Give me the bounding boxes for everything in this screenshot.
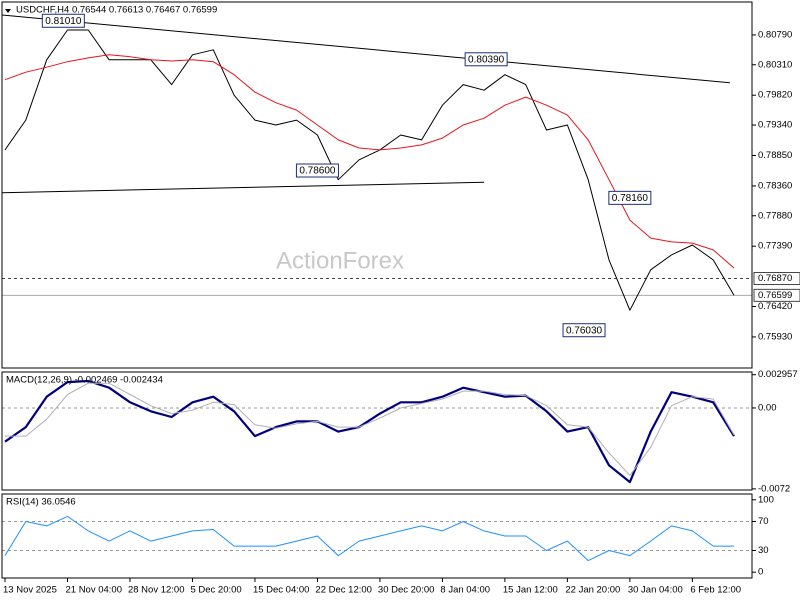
- x-tick-label: 22 Jan 20:00: [565, 585, 620, 596]
- panel-frame: [1, 493, 753, 579]
- panel: [2, 379, 752, 484]
- annotation-box: [464, 52, 508, 67]
- price-label-box: [753, 272, 800, 286]
- y-tick-label: -0.0072: [758, 483, 790, 494]
- x-tick-label: 8 Jan 04:00: [440, 585, 490, 596]
- y-tick-label: 100: [758, 494, 774, 505]
- annotation-box: [295, 163, 339, 178]
- y-tick-label: 0.80790: [758, 29, 792, 40]
- x-tick-label: 15 Dec 04:00: [253, 585, 310, 596]
- x-tick-label: 13 Nov 2025: [3, 585, 57, 596]
- annotation-box: [562, 323, 606, 338]
- annotation: 0.81010: [45, 16, 82, 27]
- y-tick-label: 0.80310: [758, 59, 792, 70]
- panel-frame: [1, 371, 753, 491]
- price-label: 0.76870: [758, 273, 792, 284]
- series-line: [4, 515, 734, 562]
- y-tick-label: 0.79820: [758, 90, 792, 101]
- y-tick-label: 0.77880: [758, 210, 792, 221]
- y-tick-label: 0.76420: [758, 301, 792, 312]
- panel: [2, 14, 752, 311]
- annotation-box: [41, 13, 85, 28]
- x-tick-label: 6 Feb 12:00: [690, 585, 741, 596]
- y-tick-label: 0.00: [758, 402, 777, 413]
- series-line: [4, 54, 735, 269]
- series-line: [4, 29, 735, 311]
- y-tick-label: 0.78850: [758, 150, 792, 161]
- annotation-box: [608, 190, 652, 205]
- annotation: 0.78160: [612, 193, 649, 204]
- panel-frame: [1, 1, 753, 369]
- series-line: [5, 382, 735, 476]
- annotation: 0.78600: [299, 166, 336, 177]
- trendline: [2, 14, 730, 84]
- trendline: [2, 181, 485, 194]
- panel-title: RSI(14) 36.0546: [6, 497, 76, 508]
- x-tick-label: 15 Jan 12:00: [503, 585, 558, 596]
- panel-title: MACD(12,26,9) -0.002469 -0.002434: [6, 375, 163, 386]
- x-tick-label: 28 Nov 12:00: [128, 585, 185, 596]
- y-tick-label: 0.77390: [758, 241, 792, 252]
- y-tick-label: 30: [758, 545, 769, 556]
- x-tick-label: 22 Dec 12:00: [315, 585, 372, 596]
- x-tick-label: 30 Dec 20:00: [378, 585, 435, 596]
- y-tick-label: 0.75930: [758, 331, 792, 342]
- watermark: ActionForex: [276, 247, 404, 274]
- panel: [2, 515, 752, 562]
- y-tick-label: 0: [758, 567, 763, 578]
- x-tick-label: 21 Nov 04:00: [65, 585, 122, 596]
- series-line: [4, 379, 735, 484]
- x-tick-label: 30 Jan 04:00: [628, 585, 683, 596]
- price-label-box: [753, 288, 800, 302]
- annotation: 0.80390: [468, 54, 505, 65]
- menu-triangle: [5, 9, 11, 13]
- x-tick-label: 5 Dec 20:00: [190, 585, 241, 596]
- y-tick-label: 0.78360: [758, 180, 792, 191]
- panel-title: USDCHF,H4 0.76544 0.76613 0.76467 0.7659…: [16, 5, 217, 16]
- price-label: 0.76599: [758, 290, 792, 301]
- y-tick-label: 70: [758, 516, 769, 527]
- y-tick-label: 0.002957: [758, 369, 798, 380]
- y-tick-label: 0.79340: [758, 120, 792, 131]
- annotation: 0.76030: [566, 325, 603, 336]
